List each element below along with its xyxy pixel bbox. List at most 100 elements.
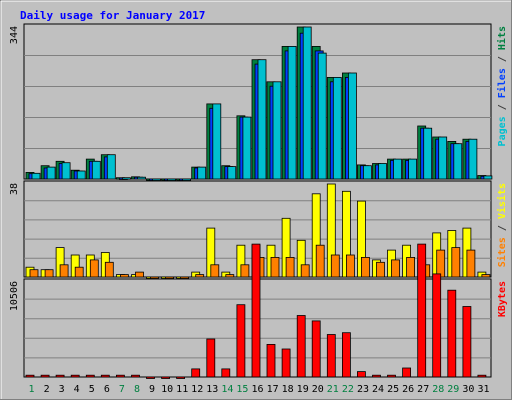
x-tick-label-day-1: 1 [28, 384, 34, 395]
x-tick-label-day-11: 11 [176, 384, 188, 395]
bar-kbytes-day-27 [417, 243, 427, 378]
bar-kbytes-day-14 [221, 368, 231, 378]
x-tick-label-day-6: 6 [104, 384, 110, 395]
bar-kbytes-day-11 [176, 376, 186, 379]
legend-sites: Sites [496, 237, 508, 267]
bar-kbytes-day-19 [296, 315, 306, 378]
bar-sites-day-6 [104, 261, 114, 278]
bar-pages-day-29 [453, 143, 463, 180]
bar-pages-day-31 [483, 175, 493, 180]
legend-hits: Hits [496, 26, 508, 50]
bar-pages-day-10 [167, 178, 177, 181]
bar-pages-day-25 [393, 158, 402, 180]
bar-pages-day-16 [257, 59, 267, 180]
bar-pages-day-28 [438, 136, 448, 180]
bar-pages-day-2 [46, 166, 56, 180]
bar-pages-day-6 [106, 154, 116, 180]
bar-pages-day-13 [212, 103, 222, 180]
x-tick-label-day-28: 28 [432, 384, 444, 395]
bar-kbytes-day-12 [191, 368, 201, 378]
bar-kbytes-day-23 [356, 371, 366, 378]
bar-sites-day-23 [360, 256, 370, 278]
panel-top: 344 Pages / Files / Hits [9, 23, 508, 181]
x-axis-day-labels: 1 2 3 4 5 6 7 8 9 10 11 12 13 14 15 16 17 18 19 20 21 22 23 24 2… [28, 384, 489, 395]
bar-pages-day-8 [137, 176, 146, 180]
x-tick-label-day-8: 8 [134, 384, 140, 395]
bar-sites-day-14 [225, 274, 235, 278]
bar-kbytes-day-30 [462, 306, 472, 378]
x-tick-label-day-21: 21 [327, 384, 339, 395]
bar-sites-day-31 [481, 274, 491, 278]
x-tick-label-day-26: 26 [402, 384, 414, 395]
bar-sites-day-22 [345, 254, 355, 278]
x-tick-label-day-13: 13 [206, 384, 218, 395]
bar-pages-day-3 [61, 162, 71, 180]
x-tick-label-day-4: 4 [74, 384, 80, 395]
x-tick-label-day-2: 2 [44, 384, 50, 395]
bar-kbytes-day-9 [146, 376, 155, 379]
bar-sites-day-11 [180, 276, 190, 279]
bar-sites-day-19 [300, 264, 310, 278]
x-tick-label-day-27: 27 [417, 384, 429, 395]
bar-kbytes-day-4 [70, 374, 80, 378]
x-tick-label-day-29: 29 [447, 384, 459, 395]
bar-sites-day-7 [120, 274, 129, 278]
bar-kbytes-day-5 [85, 374, 95, 378]
bar-pages-day-17 [272, 81, 282, 180]
bar-sites-day-2 [44, 269, 54, 278]
bar-kbytes-day-24 [372, 374, 381, 378]
bar-pages-day-1 [31, 172, 41, 180]
bar-kbytes-day-26 [402, 367, 412, 378]
bar-kbytes-day-16 [251, 243, 261, 378]
bar-pages-day-18 [287, 46, 297, 180]
y-max-label: 38 [9, 183, 20, 195]
bar-kbytes-day-21 [326, 334, 336, 378]
bar-sites-day-1 [29, 269, 39, 278]
bar-pages-day-19 [302, 26, 312, 180]
bar-pages-day-26 [408, 158, 418, 180]
bar-kbytes-day-10 [161, 376, 171, 379]
bar-kbytes-day-3 [55, 374, 65, 378]
y-max-label: 10506 [9, 281, 20, 311]
bar-pages-day-14 [227, 166, 237, 180]
x-tick-label-day-15: 15 [236, 384, 248, 395]
bar-sites-day-9 [150, 276, 159, 279]
x-tick-label-day-14: 14 [221, 384, 233, 395]
bar-kbytes-day-6 [100, 374, 110, 378]
bar-kbytes-day-13 [206, 338, 216, 378]
bar-sites-day-20 [315, 244, 325, 278]
bar-sites-day-30 [466, 249, 476, 278]
bar-pages-day-5 [91, 160, 101, 180]
x-tick-label-day-16: 16 [251, 384, 263, 395]
x-tick-label-day-22: 22 [342, 384, 354, 395]
bar-pages-day-15 [242, 116, 252, 180]
bar-sites-day-13 [210, 264, 220, 278]
bar-sites-day-15 [240, 264, 250, 278]
x-tick-label-day-31: 31 [477, 384, 489, 395]
legend-separator: / [497, 50, 508, 68]
x-tick-label-day-9: 9 [149, 384, 155, 395]
bar-pages-day-30 [468, 138, 478, 180]
bar-kbytes-day-1 [25, 374, 35, 378]
bar-pages-day-23 [362, 165, 372, 180]
bar-kbytes-day-29 [447, 289, 457, 378]
bar-kbytes-day-28 [432, 273, 442, 378]
bar-kbytes-day-20 [311, 320, 321, 378]
panel-bottom: 10506 KBytes [9, 243, 508, 379]
x-tick-label-day-3: 3 [59, 384, 65, 395]
bar-kbytes-day-17 [266, 343, 276, 378]
panel-middle-legend: Sites / Visits [496, 183, 508, 267]
legend-kbytes: KBytes [497, 281, 508, 317]
x-tick-label-day-24: 24 [372, 384, 384, 395]
bar-kbytes-day-31 [477, 374, 487, 378]
x-tick-label-day-25: 25 [387, 384, 399, 395]
bar-kbytes-day-8 [131, 374, 140, 378]
bar-pages-day-9 [152, 178, 161, 181]
bar-sites-day-25 [391, 259, 400, 278]
bar-pages-day-24 [378, 163, 387, 180]
bar-sites-day-3 [59, 264, 69, 278]
bar-pages-day-12 [197, 166, 207, 180]
bar-sites-day-29 [451, 247, 461, 278]
bar-kbytes-day-15 [236, 304, 246, 378]
bar-sites-day-12 [195, 274, 205, 278]
